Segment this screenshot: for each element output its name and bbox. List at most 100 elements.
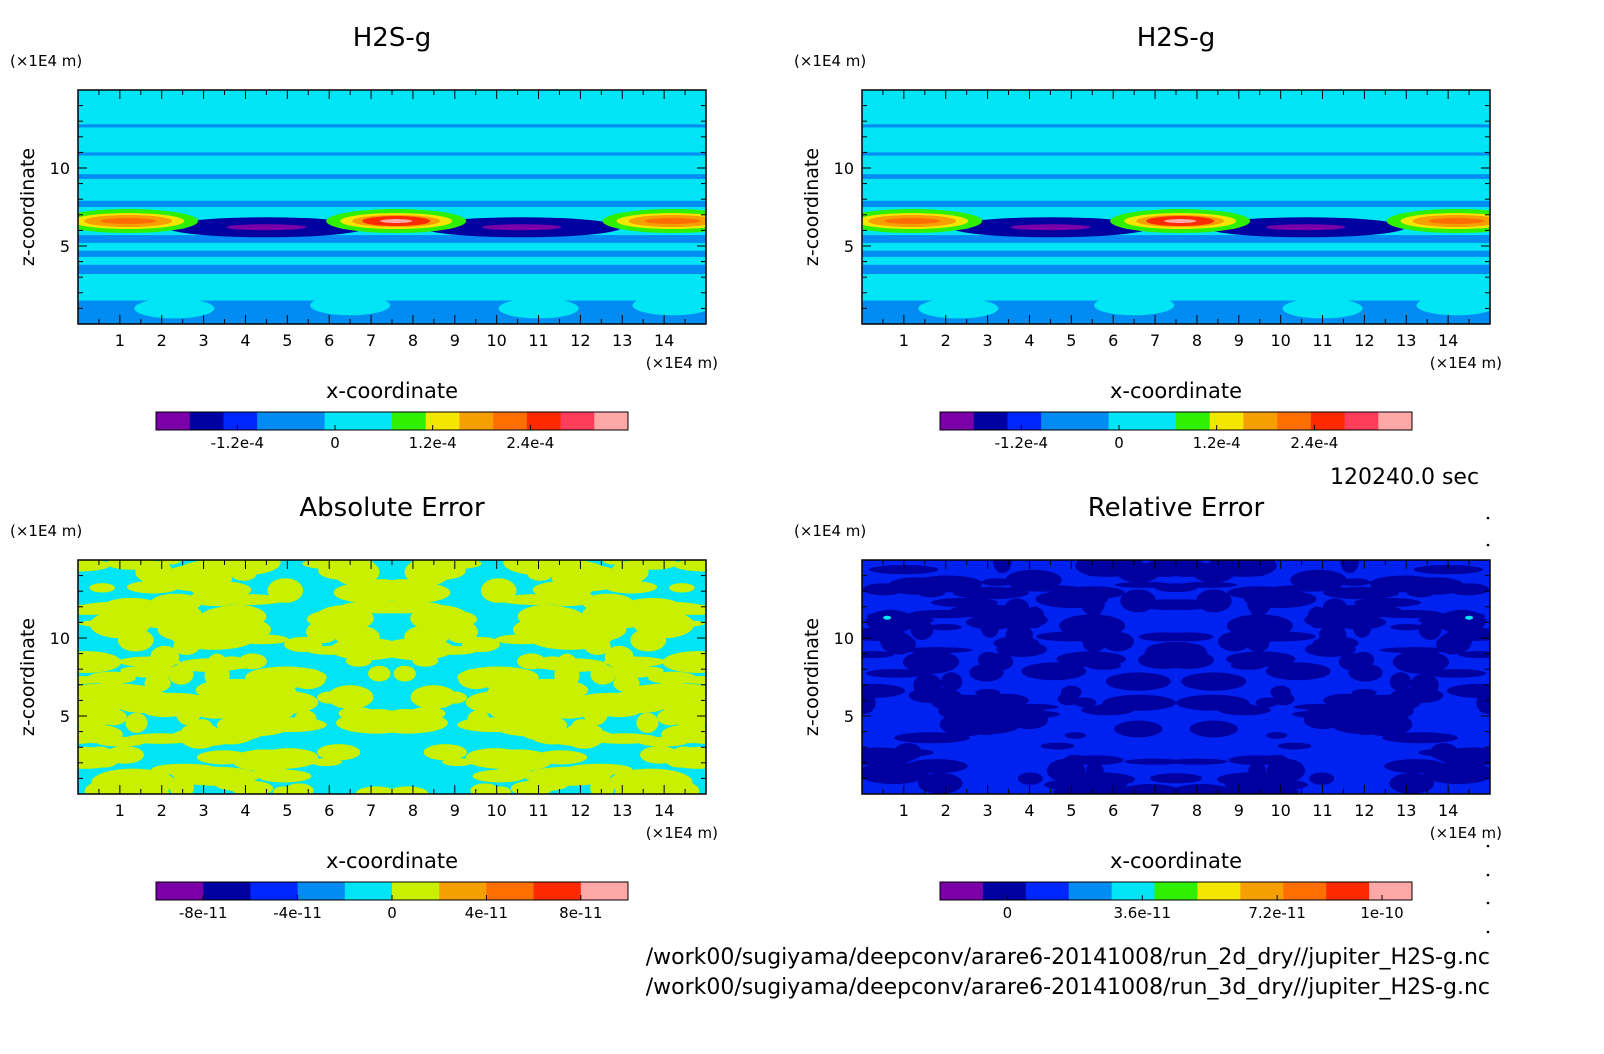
- error-patch: [1413, 565, 1484, 575]
- error-patch: [969, 663, 1004, 682]
- error-patch: [661, 724, 706, 744]
- error-patch: [1124, 703, 1158, 711]
- colorbar-swatch: [1111, 882, 1156, 900]
- error-patch: [206, 653, 228, 678]
- band: [78, 200, 706, 207]
- x-tick-label: 1: [899, 801, 909, 820]
- error-spot: [1465, 615, 1474, 620]
- error-patch: [1446, 683, 1490, 698]
- error-patch: [498, 594, 577, 606]
- error-patch: [1353, 597, 1421, 608]
- error-patch: [1458, 650, 1490, 659]
- positive-core-center: [1164, 219, 1197, 224]
- colorbar-tick-label: 0: [1003, 904, 1013, 922]
- error-patch: [928, 623, 962, 631]
- error-patch: [1418, 619, 1442, 640]
- y-unit-label: (×1E4 m): [10, 52, 82, 70]
- band: [78, 250, 706, 257]
- x-tick-label: 9: [1234, 801, 1244, 820]
- colorbar-swatch: [580, 882, 629, 900]
- error-patch: [125, 712, 148, 733]
- colorbar-swatch: [223, 412, 258, 430]
- error-patch: [657, 709, 685, 726]
- colorbar-swatch: [257, 412, 292, 430]
- lobe: [310, 295, 391, 316]
- error-patch: [318, 561, 366, 580]
- error-patch: [169, 776, 194, 794]
- y-tick-label: 5: [60, 707, 70, 726]
- band: [78, 235, 706, 243]
- error-patch: [1389, 672, 1412, 692]
- error-patch: [1060, 685, 1082, 699]
- error-patch: [160, 564, 233, 592]
- error-patch: [159, 560, 181, 565]
- colorbar-swatch: [156, 882, 204, 900]
- positive-core-center: [380, 219, 413, 224]
- error-patch: [584, 637, 611, 655]
- error-patch: [306, 609, 374, 630]
- x-tick-label: 9: [450, 801, 460, 820]
- colorbar-swatch: [203, 882, 251, 900]
- x-tick-label: 9: [450, 331, 460, 350]
- colorbar-tick-label: -4e-11: [273, 904, 322, 922]
- colorbar-swatch: [344, 882, 393, 900]
- error-patch: [78, 683, 147, 693]
- error-patch: [1230, 661, 1266, 670]
- error-patch: [157, 617, 216, 642]
- y-unit-label: (×1E4 m): [10, 522, 82, 540]
- colorbar-tick-label: 3.6e-11: [1113, 904, 1171, 922]
- error-patch: [151, 763, 219, 776]
- colorbar-tick-label: 1e-10: [1360, 904, 1403, 922]
- x-tick-label: 1: [115, 331, 125, 350]
- error-patch: [868, 565, 939, 575]
- error-patch: [87, 671, 136, 685]
- negative-core-center: [1010, 224, 1091, 231]
- error-patch: [1424, 669, 1487, 678]
- time-label: 120240.0 sec: [1330, 465, 1480, 490]
- error-patch: [565, 763, 633, 776]
- colorbar-swatch: [560, 412, 595, 430]
- error-patch: [78, 560, 111, 572]
- error-patch: [931, 597, 999, 608]
- x-tick-label: 14: [1438, 801, 1458, 820]
- error-patch: [1392, 650, 1449, 674]
- x-tick-label: 11: [1312, 801, 1332, 820]
- error-patch: [1247, 631, 1316, 642]
- error-patch: [172, 729, 210, 742]
- error-patch: [421, 645, 479, 655]
- colorbar-swatch: [982, 882, 1027, 900]
- error-patch: [582, 593, 634, 613]
- error-spot: [883, 615, 892, 620]
- error-patch: [590, 664, 616, 685]
- error-patch: [908, 609, 980, 619]
- panel-title: Absolute Error: [299, 493, 485, 523]
- x-tick-label: 7: [1150, 331, 1160, 350]
- x-tick-label: 13: [612, 801, 632, 820]
- panel-title: H2S-g: [1137, 23, 1215, 53]
- error-patch: [1218, 632, 1251, 652]
- error-patch: [1035, 590, 1109, 608]
- band: [78, 264, 706, 275]
- error-patch: [633, 610, 694, 639]
- error-patch: [1124, 758, 1184, 765]
- error-patch: [1338, 578, 1371, 586]
- error-patch: [1196, 589, 1232, 613]
- error-patch: [613, 674, 640, 693]
- band: [862, 174, 1490, 179]
- error-patch: [118, 656, 180, 667]
- colorbar-swatch: [1344, 412, 1379, 430]
- error-patch: [202, 685, 249, 697]
- x-unit-label: (×1E4 m): [1430, 824, 1502, 842]
- colorbar-swatch: [973, 412, 1008, 430]
- x-tick-label: 2: [157, 331, 167, 350]
- x-tick-label: 3: [983, 801, 993, 820]
- footer-path-2d: /work00/sugiyama/deepconv/arare6-2014100…: [645, 945, 1490, 970]
- y-unit-label: (×1E4 m): [794, 52, 866, 70]
- error-patch: [917, 772, 963, 794]
- error-patch: [1304, 711, 1342, 730]
- negative-core-center: [1265, 224, 1346, 231]
- y-tick-label: 5: [844, 237, 854, 256]
